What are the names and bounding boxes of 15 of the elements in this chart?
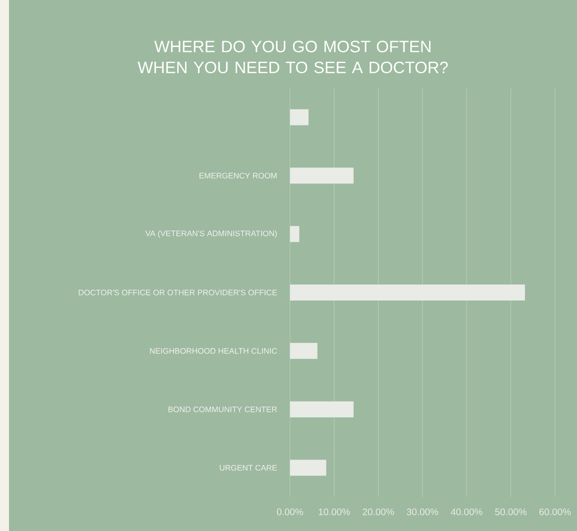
x-tick-label: 20.00% [362,508,394,516]
bar [290,284,525,300]
bar [290,226,300,242]
x-tick-label: 60.00% [539,508,571,516]
bar [290,342,318,359]
bar [290,460,326,476]
x-tick-label: 10.00% [318,508,350,516]
bar [290,168,354,184]
x-tick-label: 30.00% [406,508,438,516]
bar [290,401,354,418]
x-tick-label: 40.00% [450,508,482,516]
bar [290,109,309,126]
chart-title: WHERE DO YOU GO MOST OFTEN WHEN YOU NEED TO SEE A DOCTOR? [138,40,448,74]
x-tick-label: 50.00% [495,508,527,516]
x-tick-label: 0.00% [276,508,304,516]
